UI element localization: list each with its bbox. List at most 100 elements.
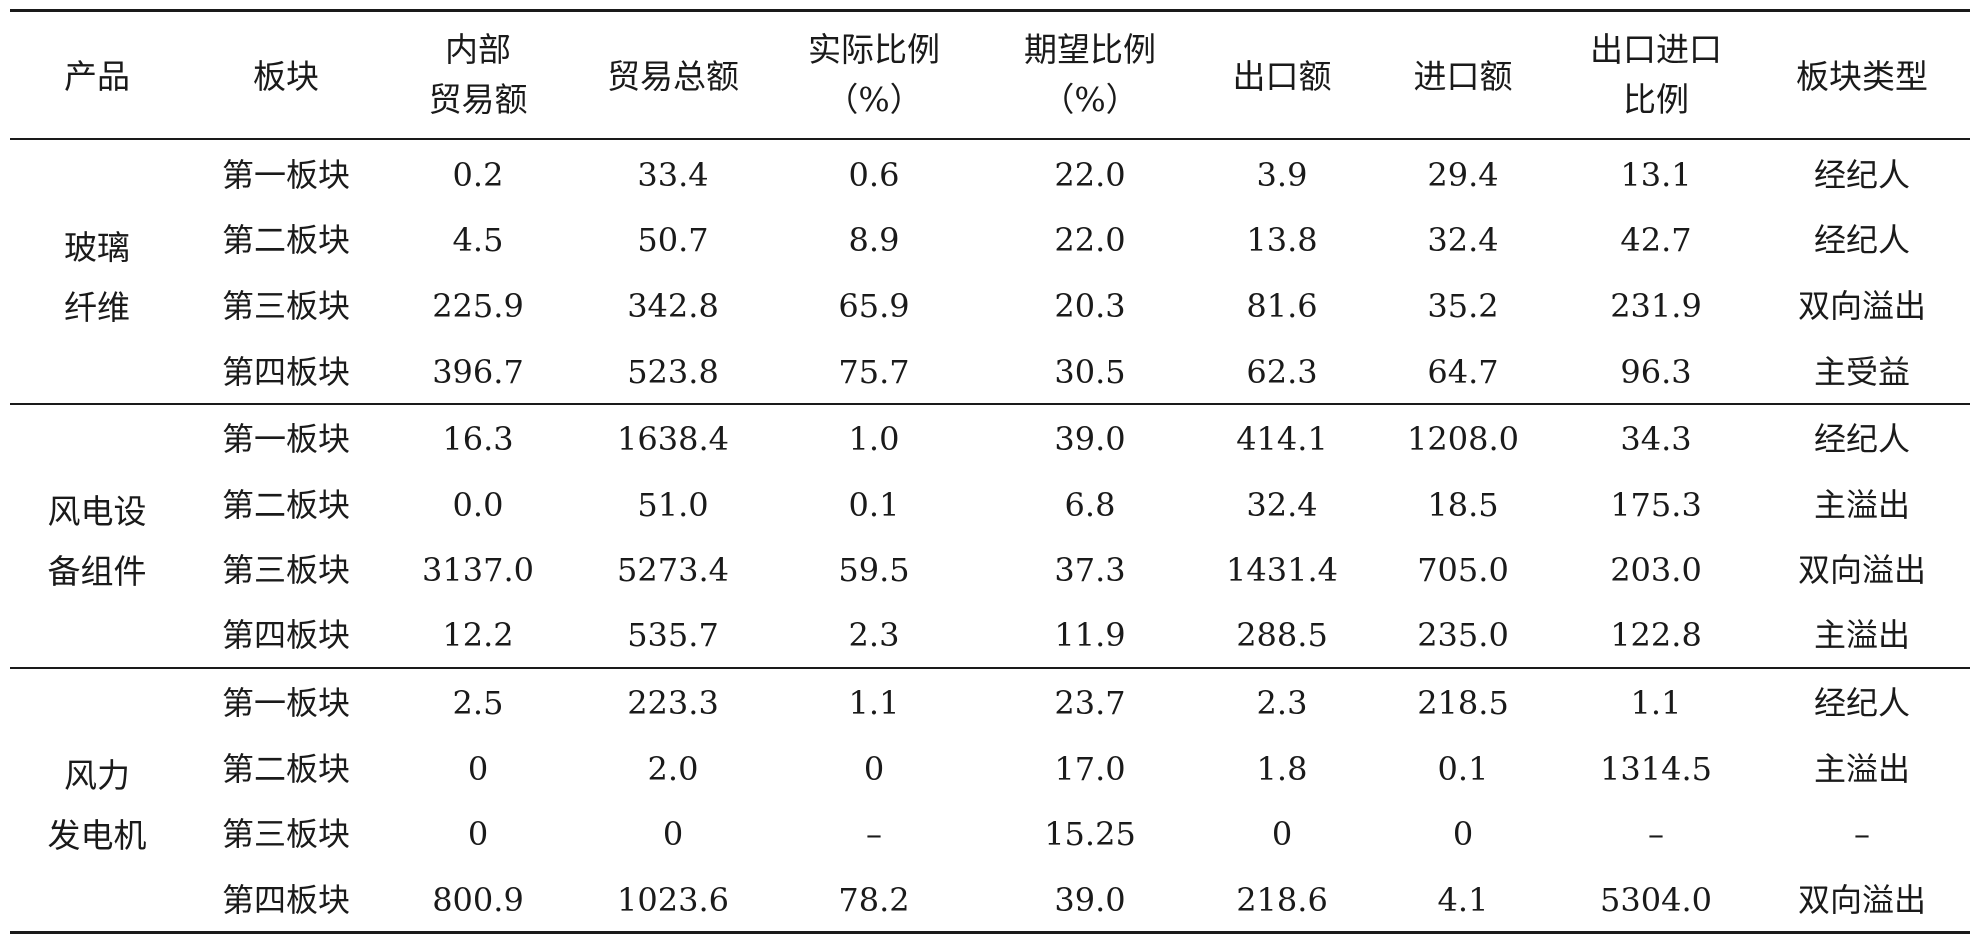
sector-cell: 第二板块 bbox=[221, 221, 351, 259]
expected-ratio-cell: 30.5 bbox=[1054, 353, 1126, 391]
expected-ratio-cell: 22.0 bbox=[1054, 156, 1126, 194]
col-header-line: 出口进口 bbox=[1590, 30, 1722, 69]
sector-type-cell: – bbox=[1854, 815, 1870, 853]
actual-ratio-cell: 1.0 bbox=[848, 420, 900, 458]
actual-ratio-cell: 0.6 bbox=[848, 156, 900, 194]
col-header-line: 内部 bbox=[445, 30, 511, 69]
actual-ratio-cell: – bbox=[866, 815, 882, 853]
export-cell: 13.8 bbox=[1246, 221, 1318, 259]
export-cell: 62.3 bbox=[1246, 353, 1318, 391]
sector-cell: 第四板块 bbox=[221, 881, 351, 919]
internal-trade-cell: 396.7 bbox=[432, 353, 524, 391]
total-trade-cell: 1023.6 bbox=[617, 881, 729, 919]
actual-ratio-cell: 0.1 bbox=[848, 486, 900, 524]
col-header-line: 实际比例 bbox=[808, 30, 940, 69]
col-header-total-trade: 贸易总额 bbox=[607, 57, 739, 96]
col-header-line: 贸易额 bbox=[428, 80, 528, 119]
expected-ratio-cell: 37.3 bbox=[1054, 551, 1126, 589]
col-header-expected-ratio: 期望比例 （%） bbox=[1024, 25, 1156, 125]
import-cell: 32.4 bbox=[1427, 221, 1499, 259]
internal-trade-cell: 225.9 bbox=[432, 287, 524, 325]
ratio-cell: 1314.5 bbox=[1600, 750, 1712, 788]
internal-trade-cell: 0.2 bbox=[452, 156, 504, 194]
total-trade-cell: 523.8 bbox=[627, 353, 719, 391]
expected-ratio-cell: 6.8 bbox=[1064, 486, 1116, 524]
ratio-cell: 231.9 bbox=[1610, 287, 1702, 325]
actual-ratio-cell: 59.5 bbox=[838, 551, 910, 589]
total-trade-cell: 342.8 bbox=[627, 287, 719, 325]
col-header-line: （%） bbox=[1041, 80, 1139, 119]
expected-ratio-cell: 22.0 bbox=[1054, 221, 1126, 259]
import-cell: 4.1 bbox=[1437, 881, 1489, 919]
total-trade-cell: 2.0 bbox=[647, 750, 699, 788]
import-cell: 29.4 bbox=[1427, 156, 1499, 194]
ratio-cell: 1.1 bbox=[1630, 684, 1682, 722]
ratio-cell: 5304.0 bbox=[1600, 881, 1712, 919]
import-cell: 1208.0 bbox=[1407, 420, 1519, 458]
sector-cell: 第三板块 bbox=[221, 287, 351, 325]
import-cell: 35.2 bbox=[1427, 287, 1499, 325]
sector-cell: 第四板块 bbox=[221, 353, 351, 391]
ratio-cell: 96.3 bbox=[1620, 353, 1692, 391]
header-rule bbox=[10, 138, 1970, 140]
internal-trade-cell: 0.0 bbox=[452, 486, 504, 524]
actual-ratio-cell: 8.9 bbox=[848, 221, 900, 259]
internal-trade-cell: 4.5 bbox=[452, 221, 504, 259]
ratio-cell: – bbox=[1648, 815, 1664, 853]
export-cell: 414.1 bbox=[1236, 420, 1328, 458]
export-cell: 1.8 bbox=[1256, 750, 1308, 788]
export-cell: 3.9 bbox=[1256, 156, 1308, 194]
total-trade-cell: 51.0 bbox=[637, 486, 709, 524]
expected-ratio-cell: 17.0 bbox=[1054, 750, 1126, 788]
product-name-line: 玻璃 bbox=[64, 228, 130, 267]
internal-trade-cell: 3137.0 bbox=[422, 551, 534, 589]
product-name-line: 发电机 bbox=[47, 816, 147, 855]
sector-cell: 第一板块 bbox=[221, 684, 351, 722]
actual-ratio-cell: 1.1 bbox=[848, 684, 900, 722]
sector-type-cell: 主溢出 bbox=[1813, 486, 1911, 524]
sector-type-cell: 主溢出 bbox=[1813, 616, 1911, 654]
total-trade-cell: 535.7 bbox=[627, 616, 719, 654]
ratio-cell: 42.7 bbox=[1620, 221, 1692, 259]
ratio-cell: 13.1 bbox=[1620, 156, 1692, 194]
group-divider bbox=[10, 403, 1970, 405]
sector-cell: 第一板块 bbox=[221, 420, 351, 458]
actual-ratio-cell: 75.7 bbox=[838, 353, 910, 391]
bottom-rule bbox=[10, 931, 1970, 934]
col-header-product: 产品 bbox=[64, 57, 130, 96]
sector-cell: 第四板块 bbox=[221, 616, 351, 654]
ratio-cell: 34.3 bbox=[1620, 420, 1692, 458]
sector-cell: 第一板块 bbox=[221, 156, 351, 194]
col-header-sector-type: 板块类型 bbox=[1796, 57, 1928, 96]
ratio-cell: 203.0 bbox=[1610, 551, 1702, 589]
col-header-export-import-ratio: 出口进口 比例 bbox=[1590, 25, 1722, 125]
export-cell: 0 bbox=[1271, 815, 1293, 853]
expected-ratio-cell: 39.0 bbox=[1054, 420, 1126, 458]
expected-ratio-cell: 15.25 bbox=[1044, 815, 1136, 853]
expected-ratio-cell: 20.3 bbox=[1054, 287, 1126, 325]
import-cell: 0.1 bbox=[1437, 750, 1489, 788]
actual-ratio-cell: 65.9 bbox=[838, 287, 910, 325]
product-name: 玻璃 纤维 bbox=[64, 218, 130, 338]
internal-trade-cell: 12.2 bbox=[442, 616, 514, 654]
group-divider bbox=[10, 667, 1970, 669]
total-trade-cell: 223.3 bbox=[627, 684, 719, 722]
product-name-line: 备组件 bbox=[47, 552, 147, 591]
internal-trade-cell: 2.5 bbox=[452, 684, 504, 722]
sector-cell: 第三板块 bbox=[221, 815, 351, 853]
sector-type-cell: 主溢出 bbox=[1813, 750, 1911, 788]
sector-type-cell: 经纪人 bbox=[1813, 156, 1911, 194]
product-name: 风电设 备组件 bbox=[48, 482, 147, 602]
col-header-actual-ratio: 实际比例 （%） bbox=[808, 25, 940, 125]
col-header-export: 出口额 bbox=[1232, 57, 1332, 96]
sector-type-cell: 经纪人 bbox=[1813, 221, 1911, 259]
product-name-line: 风电设 bbox=[47, 492, 147, 531]
product-name-line: 风力 bbox=[64, 756, 130, 795]
col-header-line: 比例 bbox=[1623, 80, 1689, 119]
product-name-line: 纤维 bbox=[64, 288, 130, 327]
sector-type-cell: 双向溢出 bbox=[1797, 287, 1927, 325]
internal-trade-cell: 16.3 bbox=[442, 420, 514, 458]
col-header-internal-trade: 内部 贸易额 bbox=[429, 25, 528, 125]
col-header-sector: 板块 bbox=[253, 57, 319, 96]
